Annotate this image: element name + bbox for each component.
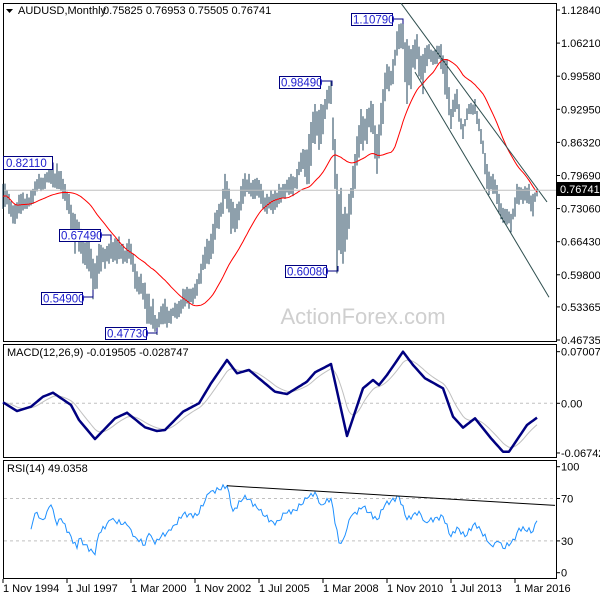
annotation-high-2011: 1.10790 (351, 13, 404, 27)
ohlc-values: 0.75825 0.76953 0.75505 0.76741 (103, 5, 271, 17)
rsi-axis-label: 100 (561, 462, 579, 474)
rsi-axis-label: 70 (561, 494, 573, 506)
current-price-label: 0.76741 (560, 184, 600, 196)
date-axis-label: 1 Mar 2008 (323, 583, 379, 595)
annotation-box (105, 327, 147, 340)
price-layer (2, 2, 556, 336)
macd-line (2, 350, 538, 453)
annotation-label: 0.98490 (281, 78, 323, 90)
price-axis-label: 0.53365 (561, 302, 600, 314)
price-axis-label: 0.73060 (561, 204, 600, 216)
symbol-timeframe: AUDUSD,Monthly (18, 5, 107, 17)
watermark: ActionForex.com (280, 304, 445, 329)
price-axis-label: 0.86320 (561, 137, 600, 149)
macd-axis-label: 0.070071 (561, 347, 600, 359)
annotation-box (3, 156, 53, 170)
price-axis-label: 1.06210 (561, 38, 600, 50)
rsi-layer (4, 483, 556, 556)
rsi-trendline (226, 485, 556, 506)
price-axis-label: 0.46735 (561, 335, 600, 347)
annotation-connector (393, 18, 404, 24)
annotation-connector (83, 290, 94, 298)
annotation-label: 0.54900 (43, 294, 85, 306)
date-axis-label: 1 Jul 2005 (259, 583, 310, 595)
date-axis-label: 1 Nov 1994 (3, 583, 59, 595)
macd-layer (2, 350, 556, 453)
annotation-low-2008: 0.60080 (285, 265, 339, 279)
rsi-axis-label: 0 (561, 568, 567, 580)
rsi-line (30, 483, 538, 556)
annotation-connector (327, 266, 339, 272)
macd-title: MACD(12,26,9) -0.019505 -0.028747 (7, 347, 189, 359)
annotation-label: 0.67490 (61, 231, 103, 243)
annotation-connector (321, 80, 333, 86)
annotation-connector (101, 234, 112, 240)
annotation-low-1998: 0.54900 (41, 290, 94, 306)
annotation-low-2001: 0.47730 (105, 327, 158, 341)
moving-average-line (2, 58, 538, 307)
date-axis-label: 1 Mar 2016 (515, 583, 571, 595)
annotation-label: 0.82110 (6, 158, 47, 170)
chart-header: AUDUSD,Monthly 0.75825 0.76953 0.75505 0… (6, 5, 271, 17)
date-axis-label: 1 Mar 2000 (131, 583, 187, 595)
rsi-title: RSI(14) 49.0358 (7, 463, 88, 475)
price-panel-frame (3, 3, 557, 342)
macd-axis-label: 0.00 (561, 398, 582, 410)
annotation-label: 0.60080 (287, 267, 329, 279)
channel-lower-line (414, 71, 550, 298)
axis-layer: 1.12840 1.06210 0.99580 0.92950 0.86320 0.796… (2, 5, 600, 595)
macd-panel-frame (3, 344, 557, 458)
current-price-box (557, 182, 600, 196)
date-axis-label: 1 Nov 2010 (387, 583, 443, 595)
annotation-connector (147, 328, 158, 334)
triangle-down-icon[interactable] (6, 9, 13, 13)
channel-upper-line (400, 2, 548, 203)
current-price-tag: 0.76741 (557, 182, 600, 196)
price-axis-label: 0.66430 (561, 237, 600, 249)
annotation-high-1997: 0.82110 (3, 156, 54, 170)
macd-signal-line (2, 359, 538, 449)
rsi-axis-label: 30 (561, 536, 573, 548)
annotation-box (351, 13, 393, 26)
date-axis-label: 1 Jul 1997 (67, 583, 118, 595)
macd-axis-label: -0.067423 (561, 448, 600, 460)
annotation-label: 1.10790 (353, 15, 395, 27)
price-axis-label: 1.12840 (561, 5, 600, 17)
date-axis-label: 1 Jul 2013 (451, 583, 502, 595)
annotation-box (279, 76, 321, 89)
price-axis-label: 0.92950 (561, 104, 600, 116)
annotation-box (59, 229, 101, 242)
annotation-label: 0.47730 (107, 329, 149, 341)
price-axis-label: 0.99580 (561, 71, 600, 83)
annotation-box (41, 292, 83, 305)
annotation-high-2008: 0.98490 (279, 76, 333, 90)
price-axis-label: 0.59800 (561, 270, 600, 282)
annotation-high-1999: 0.67490 (59, 229, 112, 243)
price-axis-label: 0.79690 (561, 170, 600, 182)
rsi-panel-frame (3, 460, 557, 579)
annotation-box (285, 265, 327, 278)
date-axis-label: 1 Nov 2002 (195, 583, 251, 595)
